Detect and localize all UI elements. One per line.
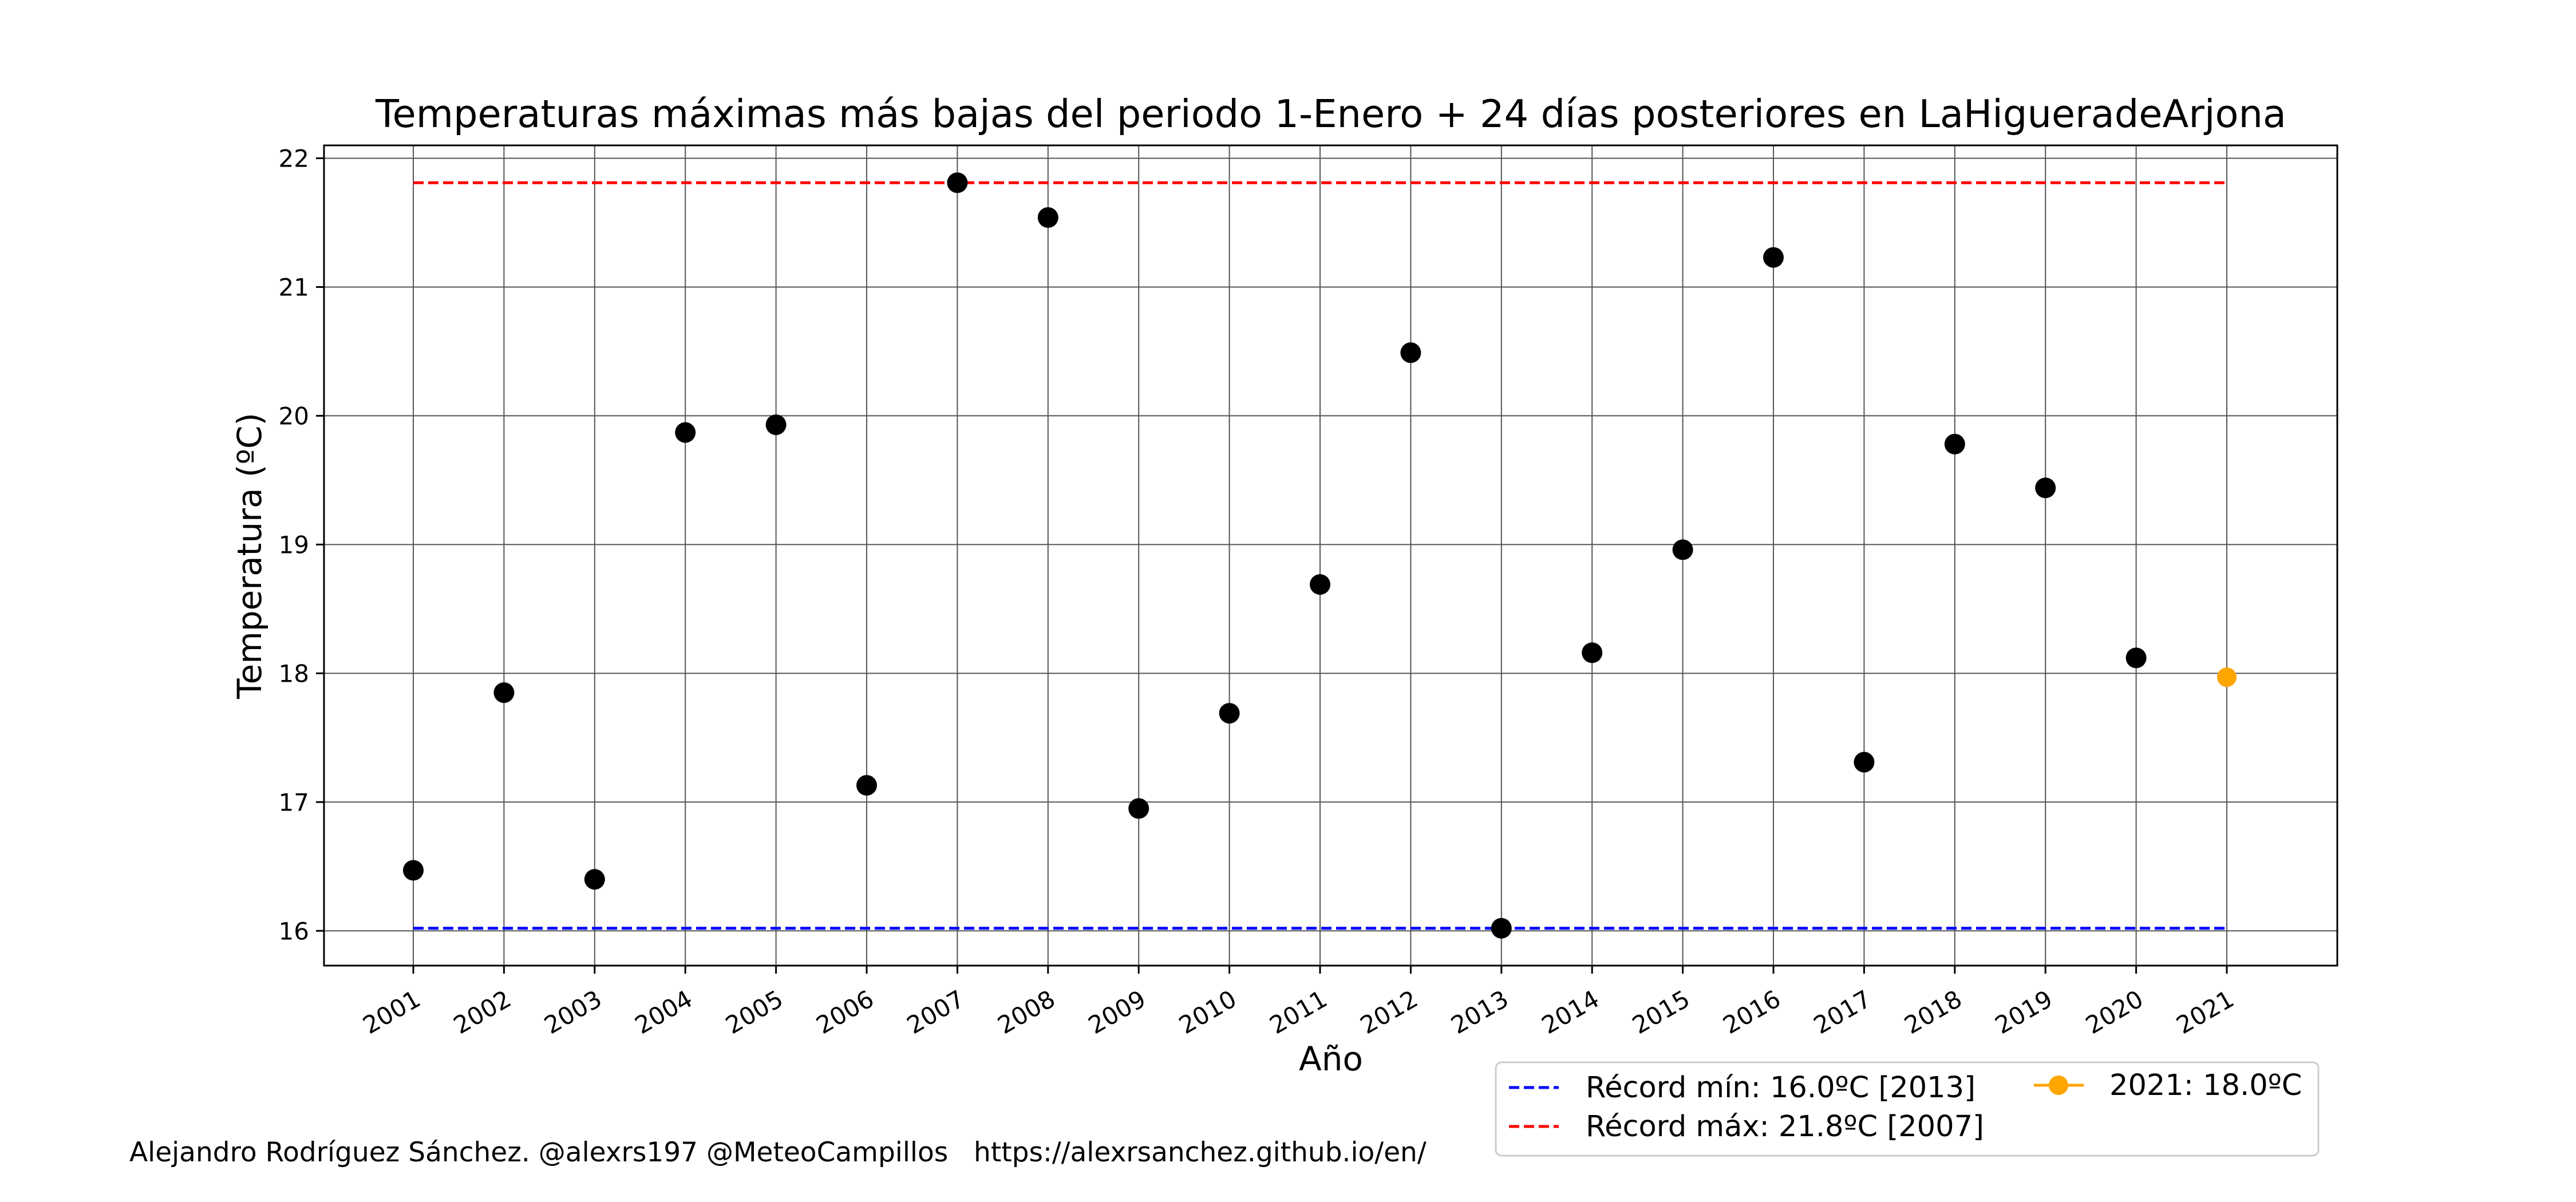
data-point bbox=[765, 414, 787, 436]
data-point bbox=[1763, 247, 1784, 268]
data-point bbox=[675, 422, 696, 443]
data-point bbox=[856, 775, 877, 796]
x-tick-label: 2013 bbox=[1446, 984, 1513, 1039]
x-tick-label: 2001 bbox=[358, 984, 425, 1039]
y-axis-label: Temperatura (ºC) bbox=[230, 413, 269, 699]
grid-lines bbox=[324, 145, 2337, 966]
y-axis-ticks: 16 17 18 19 20 21 22 bbox=[279, 144, 324, 945]
y-tick-label: 17 bbox=[279, 788, 309, 816]
data-point bbox=[1219, 703, 1240, 724]
data-point bbox=[1128, 798, 1149, 819]
y-tick-label: 18 bbox=[279, 659, 309, 687]
x-tick-label: 2002 bbox=[449, 984, 516, 1039]
x-tick-label: 2018 bbox=[1899, 984, 1966, 1039]
plot-frame bbox=[323, 144, 2338, 967]
data-point bbox=[2035, 477, 2056, 499]
data-point bbox=[2125, 647, 2147, 669]
data-point bbox=[1582, 642, 1603, 663]
x-tick-label: 2016 bbox=[1718, 984, 1785, 1039]
legend-box bbox=[1495, 1061, 2320, 1157]
data-point bbox=[1310, 574, 1330, 595]
data-point bbox=[493, 682, 515, 703]
x-tick-label: 2021 bbox=[2172, 984, 2239, 1039]
x-tick-label: 2020 bbox=[2081, 984, 2148, 1039]
x-axis-label: Año bbox=[1299, 1039, 1363, 1078]
data-point bbox=[403, 860, 424, 881]
x-tick-label: 2009 bbox=[1084, 984, 1151, 1039]
current-year-point bbox=[2217, 667, 2237, 687]
x-tick-label: 2014 bbox=[1537, 984, 1604, 1039]
x-tick-label: 2015 bbox=[1627, 984, 1694, 1039]
x-tick-label: 2008 bbox=[993, 984, 1060, 1039]
x-tick-label: 2006 bbox=[812, 984, 879, 1039]
data-point bbox=[1672, 539, 1693, 560]
legend-record-max-label: Récord máx: 21.8ºC [2007] bbox=[1586, 1110, 1984, 1144]
y-tick-label: 16 bbox=[279, 917, 309, 945]
chart-title: Temperaturas máximas más bajas del perio… bbox=[375, 92, 2286, 136]
record-lines bbox=[413, 181, 2227, 930]
x-tick-label: 2007 bbox=[902, 984, 969, 1039]
legend-current-year-marker bbox=[2049, 1076, 2068, 1095]
data-point bbox=[947, 172, 968, 193]
data-point bbox=[1491, 918, 1512, 939]
x-tick-label: 2017 bbox=[1809, 984, 1876, 1039]
data-point bbox=[1037, 207, 1058, 228]
data-point bbox=[1944, 433, 1965, 454]
legend: Récord mín: 16.0ºC [2013] Récord máx: 21… bbox=[1495, 1061, 2320, 1157]
x-tick-label: 2003 bbox=[539, 984, 606, 1039]
y-tick-label: 21 bbox=[279, 273, 309, 301]
y-tick-label: 20 bbox=[279, 402, 309, 430]
data-point bbox=[584, 869, 605, 890]
x-axis-ticks: 2001 2002 2003 2004 2005 2006 2007 2008 2009 2010… bbox=[358, 966, 2239, 1039]
x-tick-label: 2011 bbox=[1265, 984, 1332, 1039]
x-tick-label: 2012 bbox=[1356, 984, 1423, 1039]
y-tick-label: 22 bbox=[279, 144, 309, 172]
y-tick-label: 19 bbox=[279, 531, 309, 559]
x-tick-label: 2004 bbox=[630, 984, 697, 1039]
data-point bbox=[1854, 752, 1875, 773]
x-tick-label: 2010 bbox=[1174, 984, 1241, 1039]
legend-current-year-label: 2021: 18.0ºC bbox=[2109, 1069, 2302, 1102]
x-tick-label: 2019 bbox=[1990, 984, 2057, 1039]
data-point bbox=[1400, 342, 1421, 363]
x-tick-label: 2005 bbox=[721, 984, 788, 1039]
legend-record-min-label: Récord mín: 16.0ºC [2013] bbox=[1586, 1071, 1976, 1105]
author-credit: Alejandro Rodríguez Sánchez. @alexrs197 … bbox=[129, 1137, 1427, 1168]
data-points bbox=[403, 172, 2237, 939]
